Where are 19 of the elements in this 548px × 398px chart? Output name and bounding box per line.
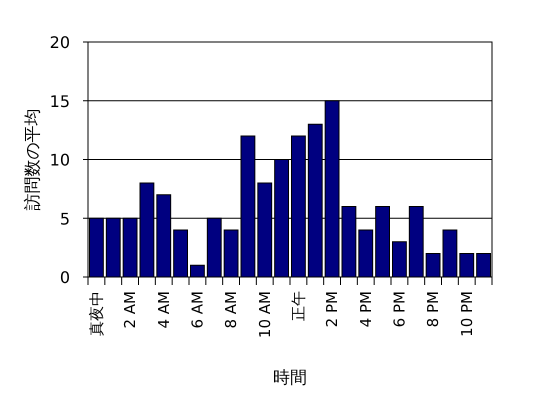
x-tick-label: 2 AM	[121, 291, 140, 329]
x-tick-label: 10 AM	[256, 291, 274, 338]
x-tick-label: 4 AM	[154, 291, 173, 329]
x-axis-title: 時間	[273, 368, 307, 388]
x-tick-label: 8 PM	[424, 291, 442, 328]
x-tick-label: 10 PM	[458, 291, 476, 337]
x-tick-label: 8 AM	[222, 291, 240, 329]
y-tick-label: 15	[50, 92, 70, 111]
y-tick-label: 20	[50, 33, 70, 52]
y-tick-label: 10	[50, 150, 70, 170]
y-tick-label: 5	[60, 209, 70, 228]
x-tick-label: 真夜中	[87, 291, 106, 336]
x-tick-label: 6 AM	[188, 291, 206, 329]
y-axis-title: 訪問数の平均	[23, 108, 43, 210]
x-tick-label: 2 PM	[323, 291, 342, 328]
x-tick-label: 6 PM	[390, 291, 408, 328]
y-tick-label: 0	[60, 268, 70, 287]
x-tick-label: 正午	[289, 291, 308, 321]
x-tick-label: 4 PM	[356, 291, 375, 328]
